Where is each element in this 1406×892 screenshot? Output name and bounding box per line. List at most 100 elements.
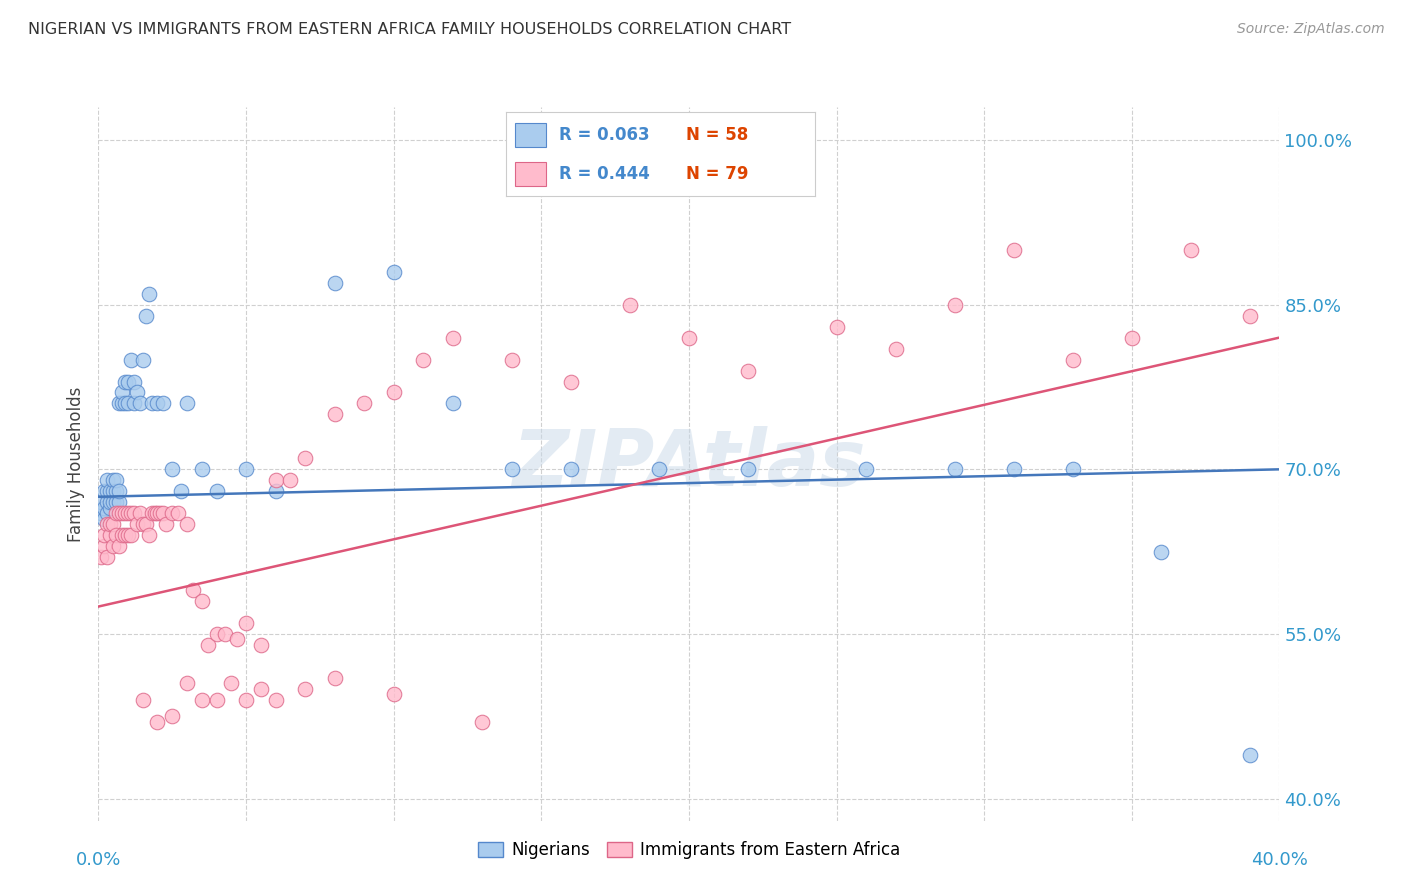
- Point: [191, 462, 214, 476]
- Point: [737, 462, 759, 476]
- Point: [353, 396, 375, 410]
- Point: [98, 495, 121, 509]
- Point: [117, 375, 139, 389]
- Point: [93, 500, 115, 515]
- Point: [152, 506, 174, 520]
- Point: [105, 506, 128, 520]
- Point: [323, 276, 346, 290]
- Point: [1062, 462, 1084, 476]
- Point: [108, 539, 131, 553]
- Point: [176, 676, 198, 690]
- Point: [117, 528, 139, 542]
- Point: [619, 298, 641, 312]
- Point: [122, 506, 145, 520]
- Point: [191, 594, 214, 608]
- Point: [98, 484, 121, 499]
- Point: [235, 615, 257, 630]
- Point: [146, 506, 169, 520]
- Point: [162, 506, 183, 520]
- Point: [103, 539, 125, 553]
- Point: [294, 451, 316, 466]
- Point: [122, 375, 145, 389]
- Point: [264, 473, 287, 487]
- Point: [501, 462, 523, 476]
- Point: [167, 506, 190, 520]
- Point: [114, 528, 136, 542]
- Point: [162, 462, 183, 476]
- Point: [648, 462, 671, 476]
- Point: [264, 693, 287, 707]
- Point: [93, 539, 115, 553]
- Point: [90, 550, 112, 565]
- Point: [128, 506, 150, 520]
- Point: [122, 396, 145, 410]
- Point: [323, 408, 346, 422]
- Point: [382, 265, 405, 279]
- Point: [678, 330, 700, 344]
- Point: [98, 528, 121, 542]
- Point: [108, 506, 131, 520]
- Point: [1150, 544, 1173, 558]
- Point: [90, 506, 112, 520]
- Text: R = 0.444: R = 0.444: [558, 165, 650, 183]
- Text: N = 79: N = 79: [686, 165, 748, 183]
- Point: [117, 396, 139, 410]
- FancyBboxPatch shape: [516, 123, 547, 147]
- Point: [103, 473, 125, 487]
- Point: [737, 363, 759, 377]
- Point: [441, 396, 464, 410]
- Point: [155, 517, 177, 532]
- Point: [132, 693, 155, 707]
- Point: [111, 396, 134, 410]
- Y-axis label: Family Households: Family Households: [67, 386, 86, 541]
- Point: [120, 506, 142, 520]
- Point: [146, 714, 169, 729]
- Point: [114, 506, 136, 520]
- Point: [132, 352, 155, 367]
- Point: [108, 396, 131, 410]
- Point: [93, 484, 115, 499]
- Point: [117, 506, 139, 520]
- Point: [176, 396, 198, 410]
- Point: [93, 528, 115, 542]
- Point: [93, 512, 115, 526]
- Point: [135, 309, 157, 323]
- Point: [471, 714, 494, 729]
- Point: [205, 627, 228, 641]
- Point: [103, 484, 125, 499]
- Point: [103, 495, 125, 509]
- Point: [149, 506, 172, 520]
- Point: [105, 473, 128, 487]
- Point: [111, 385, 134, 400]
- Point: [214, 627, 236, 641]
- Text: N = 58: N = 58: [686, 127, 748, 145]
- Point: [943, 462, 966, 476]
- Point: [96, 517, 118, 532]
- Point: [105, 495, 128, 509]
- Point: [825, 319, 848, 334]
- Point: [1180, 243, 1202, 257]
- Point: [120, 528, 142, 542]
- Point: [181, 583, 204, 598]
- Point: [560, 462, 582, 476]
- Point: [170, 484, 193, 499]
- Text: NIGERIAN VS IMMIGRANTS FROM EASTERN AFRICA FAMILY HOUSEHOLDS CORRELATION CHART: NIGERIAN VS IMMIGRANTS FROM EASTERN AFRI…: [28, 22, 792, 37]
- Point: [96, 495, 118, 509]
- Point: [141, 506, 163, 520]
- Point: [96, 473, 118, 487]
- Point: [162, 709, 183, 723]
- Text: R = 0.063: R = 0.063: [558, 127, 650, 145]
- Point: [143, 506, 166, 520]
- Point: [250, 638, 273, 652]
- Point: [264, 484, 287, 499]
- Point: [111, 506, 134, 520]
- Point: [501, 352, 523, 367]
- Point: [111, 528, 134, 542]
- Point: [382, 687, 405, 701]
- Point: [441, 330, 464, 344]
- Point: [135, 517, 157, 532]
- Point: [103, 517, 125, 532]
- Point: [105, 528, 128, 542]
- Point: [884, 342, 907, 356]
- Point: [138, 528, 160, 542]
